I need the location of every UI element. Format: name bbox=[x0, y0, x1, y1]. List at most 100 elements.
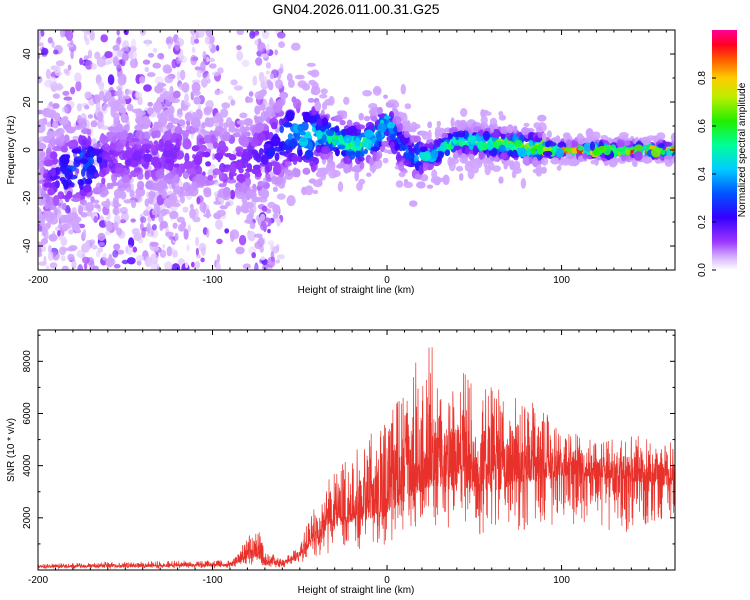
heatmap-cell bbox=[51, 130, 56, 138]
heatmap-cell bbox=[244, 172, 251, 179]
heatmap-cell bbox=[71, 148, 82, 154]
heatmap-cell bbox=[418, 164, 424, 175]
heatmap-cell bbox=[398, 161, 405, 172]
heatmap-cell bbox=[314, 101, 322, 112]
heatmap-cell bbox=[179, 69, 186, 81]
heatmap-cell bbox=[59, 246, 67, 256]
heatmap-cell bbox=[212, 168, 221, 176]
heatmap-cell bbox=[377, 106, 383, 115]
heatmap-cell bbox=[57, 229, 61, 237]
heatmap-cell bbox=[86, 128, 92, 135]
heatmap-cell bbox=[263, 143, 272, 149]
heatmap-cell bbox=[61, 106, 69, 113]
heatmap-cell bbox=[473, 126, 481, 132]
heatmap-cell bbox=[262, 177, 267, 184]
heatmap-cell bbox=[623, 140, 631, 147]
snr-ylabel: SNR (10 * v/v) bbox=[6, 418, 17, 482]
heatmap-cell bbox=[126, 103, 134, 112]
heatmap-cell bbox=[275, 127, 280, 133]
heatmap-cell bbox=[260, 89, 267, 96]
heatmap-cell bbox=[206, 78, 211, 84]
heatmap-cell bbox=[316, 124, 327, 132]
heatmap-cell bbox=[119, 129, 129, 140]
heatmap-cell bbox=[149, 241, 159, 247]
heatmap-cell bbox=[196, 195, 204, 204]
heatmap-cell bbox=[634, 144, 643, 151]
heatmap-cell bbox=[364, 129, 374, 138]
heatmap-cell bbox=[38, 173, 43, 181]
heatmap-cell bbox=[84, 178, 93, 185]
heatmap-cell bbox=[205, 208, 211, 219]
y-tick-label: 20 bbox=[22, 96, 33, 108]
heatmap-cell bbox=[141, 228, 146, 238]
heatmap-cell bbox=[274, 176, 284, 185]
heatmap-cell bbox=[150, 156, 160, 164]
heatmap-cell bbox=[278, 41, 286, 48]
heatmap-cell bbox=[108, 159, 114, 170]
heatmap-cell bbox=[541, 132, 547, 141]
heatmap-cell bbox=[84, 104, 90, 110]
heatmap-cell bbox=[263, 125, 270, 132]
heatmap-cell bbox=[541, 156, 549, 166]
heatmap-cell bbox=[38, 42, 44, 47]
heatmap-cell bbox=[498, 176, 504, 184]
heatmap-cell bbox=[291, 96, 297, 103]
heatmap-cell bbox=[113, 208, 119, 216]
heatmap-cell bbox=[419, 130, 428, 137]
heatmap-cell bbox=[89, 30, 95, 41]
heatmap-cell bbox=[278, 67, 284, 74]
heatmap-cell bbox=[136, 260, 142, 266]
heatmap-cell bbox=[258, 148, 264, 156]
heatmap-cell bbox=[269, 97, 274, 108]
heatmap-cell bbox=[54, 180, 60, 189]
heatmap-cell bbox=[120, 190, 127, 200]
heatmap-cell bbox=[302, 167, 311, 175]
heatmap-cell bbox=[431, 169, 438, 179]
heatmap-cell bbox=[103, 157, 108, 168]
heatmap-cell bbox=[57, 191, 65, 200]
heatmap-cell bbox=[195, 236, 200, 247]
heatmap-cell bbox=[337, 144, 346, 150]
heatmap-cell bbox=[400, 83, 406, 95]
heatmap-cell bbox=[273, 102, 283, 114]
heatmap-cell bbox=[133, 167, 142, 173]
heatmap-cell bbox=[187, 224, 191, 233]
heatmap-cell bbox=[179, 224, 186, 232]
heatmap-cell bbox=[143, 153, 153, 163]
heatmap-cell bbox=[56, 129, 61, 135]
heatmap-cell bbox=[179, 194, 185, 204]
heatmap-cell bbox=[76, 249, 86, 259]
heatmap-cell bbox=[112, 249, 119, 258]
heatmap-cell bbox=[82, 228, 87, 239]
heatmap-cell bbox=[120, 206, 128, 214]
heatmap-cell bbox=[113, 263, 121, 269]
heatmap-cell bbox=[119, 219, 127, 224]
heatmap-cell bbox=[118, 59, 123, 65]
heatmap-cell bbox=[327, 134, 333, 145]
heatmap-cell bbox=[182, 206, 189, 213]
heatmap-cell bbox=[235, 146, 244, 153]
heatmap-cell bbox=[62, 180, 67, 188]
heatmap-cell bbox=[403, 130, 410, 139]
heatmap-cell bbox=[512, 125, 518, 134]
heatmap-cell bbox=[107, 126, 116, 132]
heatmap-cell bbox=[142, 143, 152, 150]
heatmap-cell bbox=[55, 226, 59, 231]
heatmap-cell bbox=[144, 148, 151, 154]
heatmap-cell bbox=[345, 137, 350, 143]
heatmap-cell bbox=[99, 134, 109, 144]
heatmap-cell bbox=[208, 44, 212, 50]
heatmap-cell bbox=[177, 167, 183, 178]
heatmap-cell bbox=[68, 245, 78, 251]
heatmap-cell bbox=[577, 155, 585, 163]
heatmap-cell bbox=[264, 76, 268, 87]
heatmap-cell bbox=[84, 60, 93, 70]
heatmap-cell bbox=[354, 170, 360, 182]
heatmap-cell bbox=[65, 126, 76, 134]
heatmap-cell bbox=[275, 243, 280, 251]
heatmap-cell bbox=[148, 190, 156, 199]
heatmap-cell bbox=[307, 97, 315, 103]
heatmap-cell bbox=[198, 242, 207, 252]
heatmap-cell bbox=[162, 244, 166, 249]
heatmap-cell bbox=[113, 112, 120, 123]
